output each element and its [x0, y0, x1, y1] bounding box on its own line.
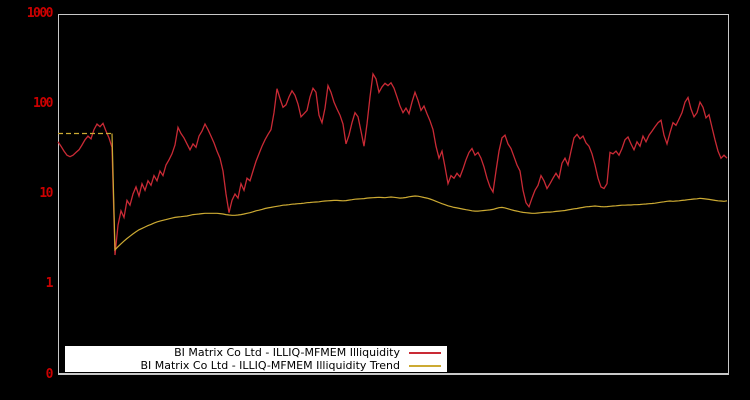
- plot-area: [58, 14, 729, 375]
- y-tick-label-100: 100: [33, 96, 53, 111]
- legend-line-sample-red: [409, 351, 441, 354]
- y-tick-label-10: 10: [39, 186, 53, 201]
- legend-label-illiquidity: BI Matrix Co Ltd - ILLIQ-MFMEM Illiquidi…: [174, 346, 400, 359]
- y-tick-label-0: 0: [45, 367, 54, 382]
- legend: BI Matrix Co Ltd - ILLIQ-MFMEM Illiquidi…: [65, 346, 447, 372]
- series-line-1-solid: [111, 133, 728, 252]
- legend-entry-trend: BI Matrix Co Ltd - ILLIQ-MFMEM Illiquidi…: [65, 359, 443, 372]
- series-line-0: [57, 71, 728, 256]
- y-axis-tick-labels: 1000 100 10 1 0: [0, 0, 54, 400]
- legend-line-sample-yellow: [409, 364, 441, 367]
- legend-entry-illiquidity: BI Matrix Co Ltd - ILLIQ-MFMEM Illiquidi…: [65, 346, 443, 359]
- y-tick-label-1000: 1000: [26, 6, 54, 21]
- legend-label-trend: BI Matrix Co Ltd - ILLIQ-MFMEM Illiquidi…: [140, 359, 400, 372]
- y-tick-label-1: 1: [45, 276, 54, 291]
